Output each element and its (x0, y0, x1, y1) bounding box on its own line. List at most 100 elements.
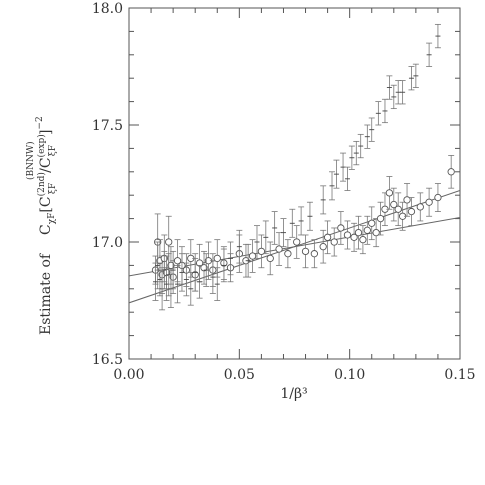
circle-marker (368, 219, 376, 227)
circle-marker (385, 189, 394, 197)
circle-marker (354, 228, 363, 237)
cross-point (271, 211, 278, 245)
circle-point (403, 183, 411, 217)
cross-point (156, 262, 163, 297)
cross-point (306, 201, 313, 231)
circle-marker (390, 200, 398, 209)
circle-marker (165, 238, 173, 246)
cross-point (196, 264, 203, 299)
cross-point (329, 171, 336, 201)
circle-point (416, 192, 424, 222)
x-axis-label: 1/β³ (280, 386, 307, 402)
circle-marker (173, 257, 182, 265)
circle-marker (301, 247, 310, 256)
circle-marker (447, 168, 455, 176)
circle-point (363, 215, 371, 245)
circle-point (385, 176, 394, 210)
circle-marker (376, 214, 385, 223)
circle-marker (350, 233, 358, 241)
series-crosses (152, 23, 441, 311)
x-tick-label: 0.15 (444, 367, 475, 383)
circle-point (390, 187, 398, 222)
circle-marker (266, 254, 274, 263)
cross-point (174, 264, 181, 304)
circle-point (407, 197, 416, 227)
cross-point (434, 23, 441, 49)
y-axis-label: Estimate of CχF[C(2nd)ξF/C(exp)ξF]−2 (BN… (25, 116, 58, 335)
circle-point (200, 250, 208, 285)
circle-point (248, 239, 257, 273)
cross-point (289, 208, 296, 238)
cross-point (236, 229, 243, 264)
circle-point (376, 201, 385, 236)
circle-point (398, 201, 407, 231)
cross-point (220, 248, 227, 283)
circle-point (310, 239, 319, 269)
circle-point (293, 225, 301, 259)
circle-marker (372, 228, 380, 237)
circle-marker (337, 224, 345, 232)
cross-point (368, 117, 375, 142)
cross-point (170, 250, 177, 290)
circle-point (301, 234, 310, 269)
circle-marker (363, 226, 371, 234)
circle-marker (200, 264, 208, 272)
circle-point (447, 155, 455, 189)
cross-point (386, 75, 393, 100)
cross-point (154, 241, 161, 290)
plot-frame (128, 7, 461, 360)
cross-point (253, 225, 260, 259)
cross-point (262, 220, 269, 255)
circle-point (354, 215, 363, 250)
circle-point (337, 211, 345, 245)
circle-marker (310, 250, 319, 258)
x-tick-label: 0.10 (334, 367, 365, 383)
y-label-formula: CχF[C(2nd)ξF/C(exp)ξF]−2 (35, 116, 58, 235)
circle-point (350, 222, 358, 252)
circle-marker (330, 238, 338, 246)
circle-marker (425, 198, 433, 206)
cross-point (399, 80, 406, 105)
fit-line (129, 190, 460, 304)
cross-point (178, 253, 185, 292)
x-tick-label: 0.05 (224, 367, 255, 383)
cross-point (245, 243, 252, 278)
circle-point (434, 183, 442, 212)
circle-marker (257, 247, 266, 256)
circle-marker (416, 203, 424, 211)
fit-lines (129, 190, 460, 304)
circle-point (359, 225, 367, 255)
circle-point (368, 206, 376, 241)
circle-marker (293, 238, 301, 246)
cross-point (192, 253, 199, 292)
circle-point (343, 220, 352, 250)
y-label-over-sup: (BNNW) (25, 141, 36, 180)
circle-point (330, 227, 338, 257)
circle-marker (284, 250, 292, 258)
cross-point (214, 267, 221, 301)
cross-point (203, 253, 210, 287)
y-tick-label: 17.5 (92, 118, 123, 134)
circle-marker (167, 261, 175, 270)
circle-point (257, 234, 266, 269)
circle-point (381, 192, 389, 227)
cross-point (298, 206, 305, 236)
cross-point (381, 98, 388, 124)
circle-marker (213, 254, 221, 263)
circle-marker (403, 196, 411, 204)
circle-marker (394, 205, 402, 213)
cross-point (426, 42, 433, 67)
x-tick-label: 0.00 (113, 367, 144, 383)
circle-marker (323, 233, 332, 241)
circle-point (275, 232, 283, 266)
cross-point (364, 124, 371, 149)
cross-point (280, 218, 287, 248)
circle-point (394, 192, 402, 227)
circle-point (323, 220, 332, 255)
cross-point (344, 166, 351, 191)
cross-point (333, 159, 340, 189)
tick-labels: 0.00 0.05 0.10 0.15 16.5 17.0 17.5 18.0 (92, 1, 476, 383)
circle-point (425, 187, 433, 217)
circle-marker (407, 207, 416, 216)
